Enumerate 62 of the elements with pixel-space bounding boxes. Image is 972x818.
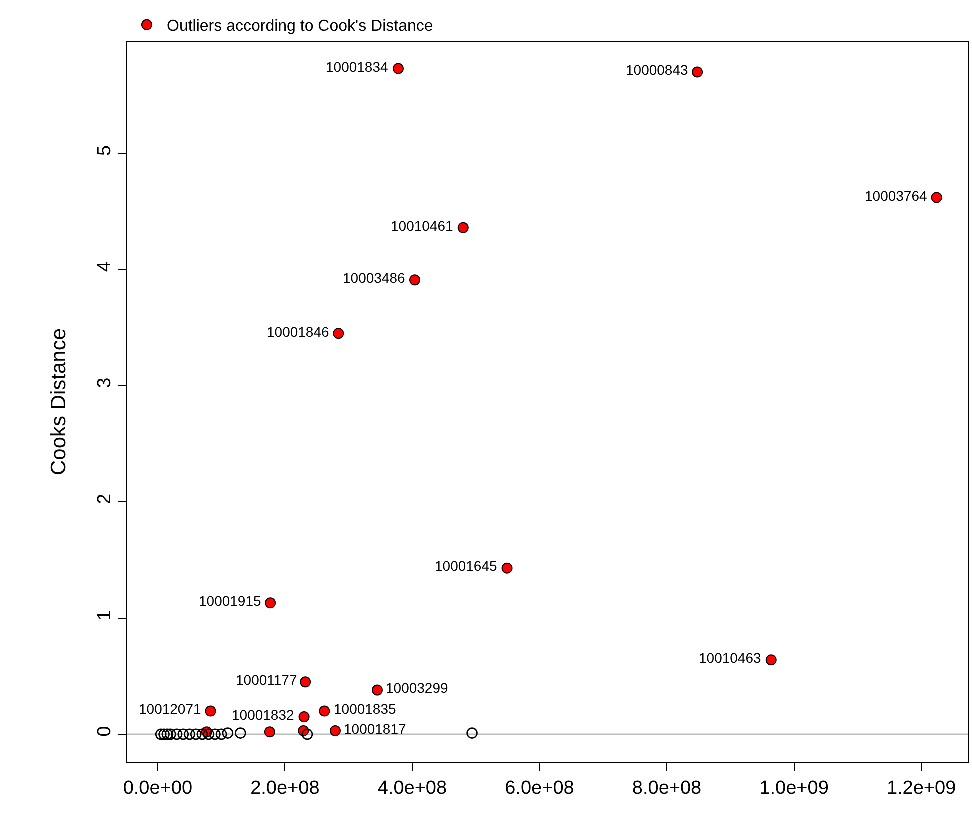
annotation: 10003299 bbox=[386, 680, 449, 696]
annotation: 10003764 bbox=[865, 188, 928, 204]
point bbox=[264, 726, 276, 738]
point bbox=[196, 728, 208, 740]
point bbox=[155, 728, 167, 740]
annotation: 10001915 bbox=[199, 593, 262, 609]
point bbox=[165, 728, 176, 740]
point bbox=[184, 728, 196, 740]
annotation: 10001835 bbox=[334, 701, 397, 717]
x-tick-label: 2.0e+08 bbox=[250, 778, 320, 799]
y-tick-label: 3 bbox=[94, 378, 116, 388]
point bbox=[235, 728, 246, 739]
point bbox=[298, 712, 310, 723]
x-tick-label: 0.0e+00 bbox=[123, 778, 193, 799]
point bbox=[265, 598, 276, 609]
y-axis-title: Cooks Distance bbox=[47, 328, 70, 476]
annotation: 10010461 bbox=[391, 218, 454, 234]
x-tick-label: 8.0e+08 bbox=[632, 778, 702, 799]
point bbox=[210, 728, 221, 740]
y-tick-label: 4 bbox=[94, 261, 116, 272]
point bbox=[458, 222, 469, 234]
point bbox=[205, 706, 216, 717]
point bbox=[333, 328, 344, 340]
point bbox=[392, 63, 404, 74]
point bbox=[319, 706, 330, 717]
point bbox=[410, 274, 421, 286]
point bbox=[162, 728, 174, 740]
y-tick-label: 2 bbox=[94, 494, 116, 505]
point bbox=[330, 725, 341, 736]
legend-label: Outliers according to Cook's Distance bbox=[167, 18, 434, 36]
point bbox=[766, 654, 777, 666]
x-tick-label: 1.2e+09 bbox=[886, 778, 956, 799]
point bbox=[692, 66, 704, 78]
point bbox=[222, 728, 234, 739]
point bbox=[216, 728, 228, 740]
x-tick-label: 1.0e+09 bbox=[760, 778, 829, 799]
annotation: 10001834 bbox=[326, 59, 389, 75]
x-tick-label: 6.0e+08 bbox=[505, 778, 574, 799]
point bbox=[171, 728, 183, 740]
annotation: 10001177 bbox=[236, 672, 298, 688]
x-tick-label: 4.0e+08 bbox=[378, 778, 448, 799]
point bbox=[300, 676, 312, 688]
point bbox=[502, 562, 513, 574]
annotation: 10000843 bbox=[626, 62, 689, 78]
point bbox=[190, 728, 202, 740]
annotation: 10001846 bbox=[267, 324, 330, 340]
annotation: 10003486 bbox=[343, 270, 406, 286]
point bbox=[203, 728, 214, 740]
point bbox=[372, 684, 383, 696]
point bbox=[466, 728, 478, 739]
point bbox=[158, 728, 170, 740]
annotation: 10001817 bbox=[344, 721, 407, 737]
point bbox=[931, 192, 942, 204]
annotation: 10001832 bbox=[232, 707, 295, 723]
annotation: 10001645 bbox=[435, 558, 498, 574]
point bbox=[302, 728, 314, 740]
annotation: 10010463 bbox=[699, 650, 762, 666]
point bbox=[178, 728, 190, 740]
y-tick-label: 5 bbox=[94, 145, 116, 156]
y-tick-label: 0 bbox=[94, 726, 116, 737]
annotation: 10012071 bbox=[139, 701, 202, 717]
y-tick-label: 1 bbox=[94, 610, 116, 621]
